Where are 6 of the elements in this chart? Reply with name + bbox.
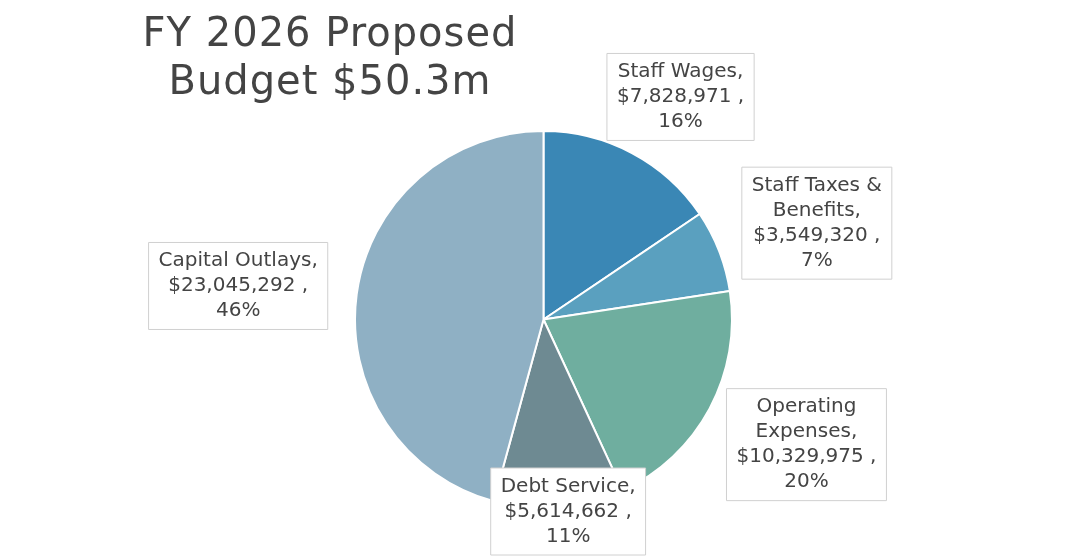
slice-label: Operating Expenses, $10,329,975 , 20% <box>736 393 877 493</box>
slice-label: Debt Service, $5,614,662 , 11% <box>500 472 636 547</box>
slice-label: Staff Taxes & Benefits, $3,549,320 , 7% <box>751 171 882 271</box>
chart-title: FY 2026 Proposed Budget $50.3m <box>141 8 519 104</box>
slice-label: Staff Wages, $7,828,971 , 16% <box>616 58 745 133</box>
slice-label: Capital Outlays, $23,045,292 , 46% <box>158 247 318 322</box>
